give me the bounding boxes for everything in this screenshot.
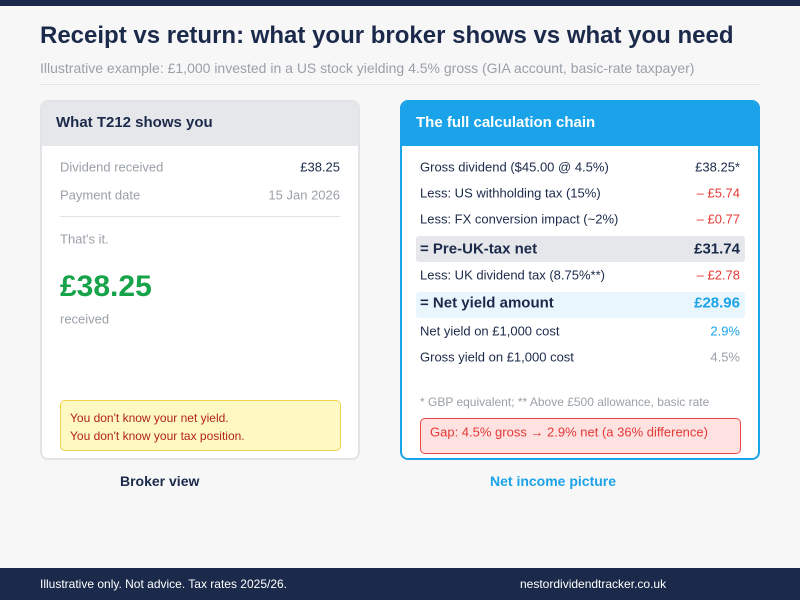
row-value: £38.25 [300,159,340,175]
row-label: Net yield on £1,000 cost [420,323,560,339]
row-label: Gross yield on £1,000 cost [420,349,574,365]
warning-box [60,400,341,451]
note: That's it. [60,231,109,247]
divider [40,84,760,85]
row-label: = Pre-UK-tax net [420,240,538,258]
footer-link: nestordividendtracker.co.uk [520,577,667,591]
warning: You don't know your net yield. [70,411,229,425]
caption: Net income picture [490,473,617,489]
row-value: £28.96 [694,294,740,312]
row-label: Gross dividend ($45.00 @ 4.5%) [420,159,609,175]
gap-box [420,418,741,454]
top-bar [0,0,800,6]
subtitle: Illustrative example: £1,000 invested in… [40,60,695,76]
row-label: Less: US withholding tax (15%) [420,185,601,201]
subtotal-bg [416,236,745,262]
row-label: = Net yield amount [420,294,554,312]
row-value: – £5.74 [696,185,740,201]
footer [0,568,800,600]
gap-text: Gap: 4.5% gross → 2.9% net (a 36% differ… [430,424,708,440]
divider [60,216,340,217]
footer-note: Illustrative only. Not advice. Tax rates… [40,577,288,591]
row-value: 2.9% [710,323,740,339]
card-title: What T212 shows you [42,102,358,146]
row-value: – £0.77 [696,211,740,227]
row-value: – £2.78 [696,267,740,283]
warning: You don't know your tax position. [70,429,245,443]
row-label: Less: UK dividend tax (8.75%**) [420,267,605,283]
row-label: Dividend received [60,159,164,175]
row-value: £31.74 [694,240,740,258]
title: Receipt vs return: what your broker show… [40,22,734,49]
card-title: The full calculation chain [402,102,758,146]
caption: Broker view [120,473,200,489]
row-label: Payment date [60,187,141,203]
row-value: 15 Jan 2026 [268,187,340,203]
amount-caption: received [60,311,110,327]
chain-card: The full calculation chain [400,100,760,460]
row-value: £38.25* [695,159,740,175]
total-bg [416,292,745,318]
footnote: * GBP equivalent; ** Above £500 allowanc… [420,395,710,409]
row-label: Less: FX conversion impact (~2%) [420,211,619,227]
amount: £38.25 [60,270,152,303]
row-value: 4.5% [710,349,740,365]
